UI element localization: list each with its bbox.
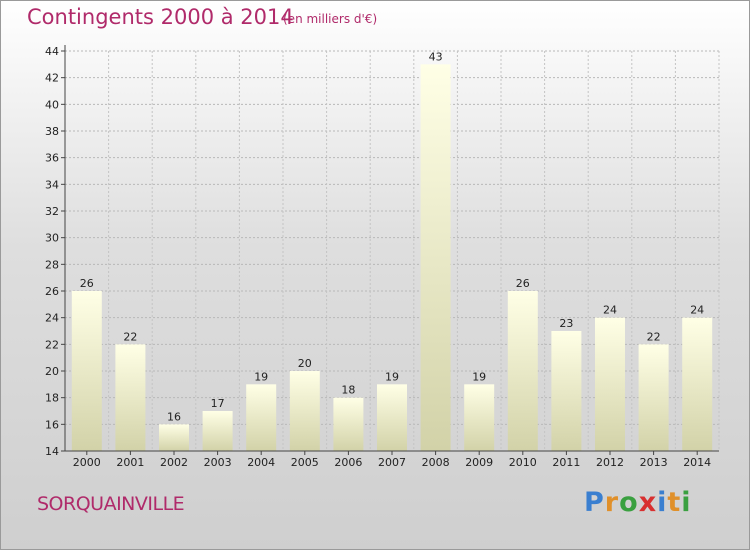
y-tick-label: 26	[45, 285, 59, 298]
data-label: 17	[211, 397, 225, 410]
y-tick-label: 14	[45, 445, 59, 458]
x-tick-label: 2000	[73, 456, 101, 469]
y-tick-label: 32	[45, 205, 59, 218]
bar	[159, 424, 189, 451]
data-label: 18	[341, 384, 355, 397]
y-tick-label: 36	[45, 152, 59, 165]
bar	[246, 384, 277, 451]
data-label: 26	[516, 277, 530, 290]
logo-letter: P	[584, 487, 605, 518]
data-label: 24	[690, 304, 704, 317]
x-tick-label: 2006	[334, 456, 362, 469]
bar	[551, 331, 582, 451]
data-label: 19	[472, 370, 486, 383]
y-tick-label: 16	[45, 418, 59, 431]
x-tick-label: 2012	[596, 456, 624, 469]
bar	[638, 344, 669, 451]
y-tick-label: 20	[45, 365, 59, 378]
axes: 14 16 18 20 22 24 26 28 30 32 34 36 38 40 42 44 2000 2001…	[45, 45, 719, 469]
y-tick-label: 38	[45, 125, 59, 138]
y-tick-label: 30	[45, 232, 59, 245]
logo-letter: i	[657, 487, 668, 518]
data-label: 24	[603, 304, 617, 317]
commune-name: SORQUAINVILLE	[37, 493, 185, 515]
y-tick-label: 42	[45, 72, 59, 85]
y-tick-label: 22	[45, 338, 59, 351]
proxiti-logo[interactable]: Proxiti	[584, 487, 692, 518]
data-label: 22	[647, 330, 661, 343]
x-tick-label: 2004	[247, 456, 275, 469]
bar	[420, 64, 451, 452]
bar	[464, 384, 495, 451]
chart-subtitle: (en milliers d'€)	[283, 12, 378, 26]
bar	[71, 291, 102, 451]
x-tick-label: 2011	[552, 456, 580, 469]
logo-letter: t	[667, 487, 682, 518]
data-label: 19	[254, 370, 268, 383]
y-tick-label: 34	[45, 178, 59, 191]
bars	[71, 64, 713, 452]
logo-letter: i	[681, 487, 692, 518]
x-tick-label: 2013	[640, 456, 668, 469]
x-tick-label: 2002	[160, 456, 188, 469]
x-tick-label: 2005	[291, 456, 319, 469]
bar	[682, 317, 713, 451]
x-tick-label: 2003	[204, 456, 232, 469]
x-tick-label: 2010	[509, 456, 537, 469]
bar	[289, 371, 320, 451]
bar	[377, 384, 407, 451]
chart-title: Contingents 2000 à 2014	[27, 5, 294, 29]
bar	[595, 317, 625, 451]
x-tick-label: 2009	[465, 456, 493, 469]
data-label: 22	[123, 330, 137, 343]
logo-letter: o	[619, 487, 639, 518]
data-label: 19	[385, 370, 399, 383]
bar	[202, 411, 233, 451]
logo-letter: x	[638, 487, 658, 518]
x-tick-label: 2007	[378, 456, 406, 469]
data-label: 23	[559, 317, 573, 330]
bar	[333, 397, 364, 451]
data-label: 20	[298, 357, 312, 370]
bar	[507, 291, 538, 451]
logo-letter: r	[604, 487, 620, 518]
y-tick-label: 40	[45, 98, 59, 111]
y-tick-label: 44	[45, 45, 59, 58]
data-label: 26	[80, 277, 94, 290]
y-tick-label: 18	[45, 392, 59, 405]
x-tick-label: 2008	[422, 456, 450, 469]
bar	[115, 344, 146, 451]
y-tick-label: 24	[45, 312, 59, 325]
data-labels: 26 22 16 17 19 20 18 19 43 19 26 23 24 22 24	[80, 50, 704, 423]
data-label: 43	[429, 50, 443, 63]
x-tick-label: 2001	[116, 456, 144, 469]
data-label: 16	[167, 410, 181, 423]
x-tick-label: 2014	[683, 456, 711, 469]
y-tick-label: 28	[45, 258, 59, 271]
